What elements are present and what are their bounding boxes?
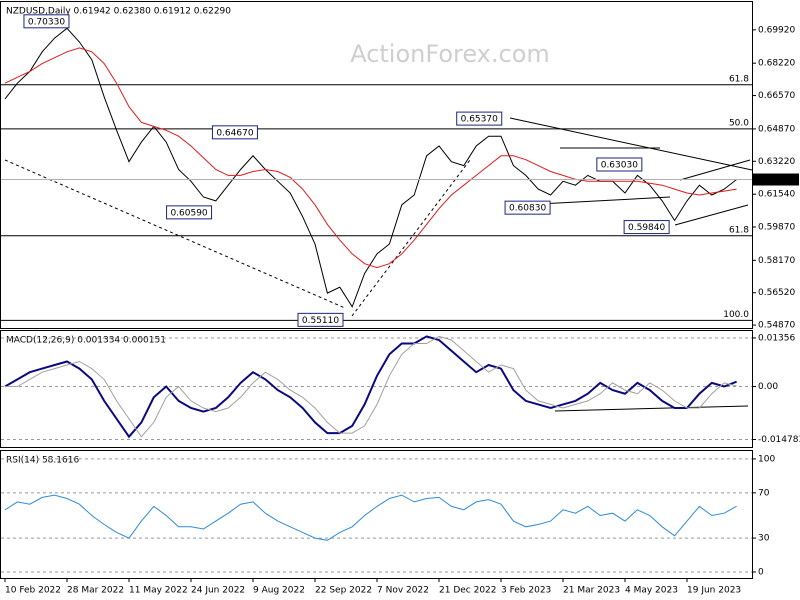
x-tick-label: 21 Mar 2023 bbox=[563, 586, 620, 596]
trendlines bbox=[4, 117, 753, 412]
x-tick-label: 19 Jun 2023 bbox=[687, 586, 741, 596]
panel-title: MACD(12,26,9) 0.001334 0.000151 bbox=[6, 336, 166, 346]
series-line bbox=[4, 27, 737, 308]
y-tick-label: 0.66570 bbox=[758, 91, 795, 101]
series-line bbox=[5, 335, 737, 438]
x-tick-label: 3 Feb 2023 bbox=[501, 586, 551, 596]
fib-label: 61.8 bbox=[729, 74, 749, 84]
y-tick-label: 0.64870 bbox=[758, 124, 795, 134]
y-tick-label: 0.01356 bbox=[758, 333, 795, 343]
annotation-label: 0.64670 bbox=[216, 128, 253, 138]
annotation-box bbox=[596, 157, 643, 172]
last-price-label: 0.62290 bbox=[757, 175, 794, 185]
trendline bbox=[674, 204, 749, 226]
y-tick-label: 30 bbox=[758, 534, 770, 544]
y-tick-label: 0.56520 bbox=[758, 288, 795, 298]
fib-label: 61.8 bbox=[729, 225, 749, 235]
trendline bbox=[509, 117, 753, 171]
y-tick-label: 0 bbox=[758, 568, 764, 578]
last-price-box bbox=[753, 173, 799, 186]
annotation-label: 0.63030 bbox=[601, 161, 638, 171]
y-tick-label: 0.59870 bbox=[758, 222, 795, 232]
annotation-label: 0.55110 bbox=[302, 316, 339, 326]
trendline bbox=[554, 405, 749, 412]
fib-label: 50.0 bbox=[729, 118, 749, 128]
y-tick-label: 0.00 bbox=[758, 382, 778, 392]
annotation-box bbox=[297, 312, 344, 327]
y-tick-label: 0.68220 bbox=[758, 59, 795, 69]
watermark: ActionForex.com bbox=[350, 40, 550, 68]
trendline bbox=[679, 159, 751, 181]
macd-panel bbox=[0, 330, 753, 448]
y-tick-label: 70 bbox=[758, 488, 770, 498]
fib-label: 100.0 bbox=[723, 310, 749, 320]
y-tick-label: 0.54870 bbox=[758, 321, 795, 331]
trendline bbox=[351, 159, 471, 317]
annotation-label: 0.60830 bbox=[509, 204, 546, 214]
series-line bbox=[4, 47, 737, 269]
price-panel bbox=[0, 1, 753, 329]
annotation-box bbox=[504, 200, 551, 215]
panel-title: NZDUSD,Daily 0.61942 0.62380 0.61912 0.6… bbox=[6, 7, 231, 17]
x-tick-label: 10 Feb 2022 bbox=[5, 586, 61, 596]
series-line bbox=[4, 335, 737, 439]
annotation-box bbox=[166, 205, 213, 220]
y-tick-label: 0.58170 bbox=[758, 256, 795, 266]
x-tick-label: 28 Mar 2022 bbox=[67, 586, 124, 596]
annotation-label: 0.59840 bbox=[628, 223, 665, 233]
series-line bbox=[4, 494, 737, 541]
annotation-label: 0.60590 bbox=[170, 208, 207, 218]
y-tick-label: 0.63220 bbox=[758, 157, 795, 167]
y-tick-label: 0.61540 bbox=[758, 190, 795, 200]
trendline bbox=[4, 159, 346, 309]
annotation-box bbox=[23, 14, 70, 29]
annotation-label: 0.65370 bbox=[461, 115, 498, 125]
y-tick-label: 0.69920 bbox=[758, 25, 795, 35]
x-tick-label: 22 Sep 2022 bbox=[315, 586, 372, 596]
annotation-label: 0.70330 bbox=[28, 17, 65, 27]
annotation-box bbox=[456, 111, 503, 126]
x-tick-label: 21 Dec 2022 bbox=[439, 586, 497, 596]
y-tick-label: 100 bbox=[758, 454, 775, 464]
x-tick-label: 24 Jun 2022 bbox=[191, 586, 245, 596]
annotation-box bbox=[623, 220, 670, 235]
x-tick-label: 4 May 2023 bbox=[625, 586, 678, 596]
y-tick-label: -0.014783 bbox=[758, 435, 800, 445]
x-tick-label: 11 May 2022 bbox=[129, 586, 188, 596]
x-tick-label: 9 Aug 2022 bbox=[253, 586, 305, 596]
panel-title: RSI(14) 58.1616 bbox=[6, 456, 79, 466]
x-tick-label: 7 Nov 2022 bbox=[377, 586, 429, 596]
annotation-box bbox=[211, 125, 258, 140]
